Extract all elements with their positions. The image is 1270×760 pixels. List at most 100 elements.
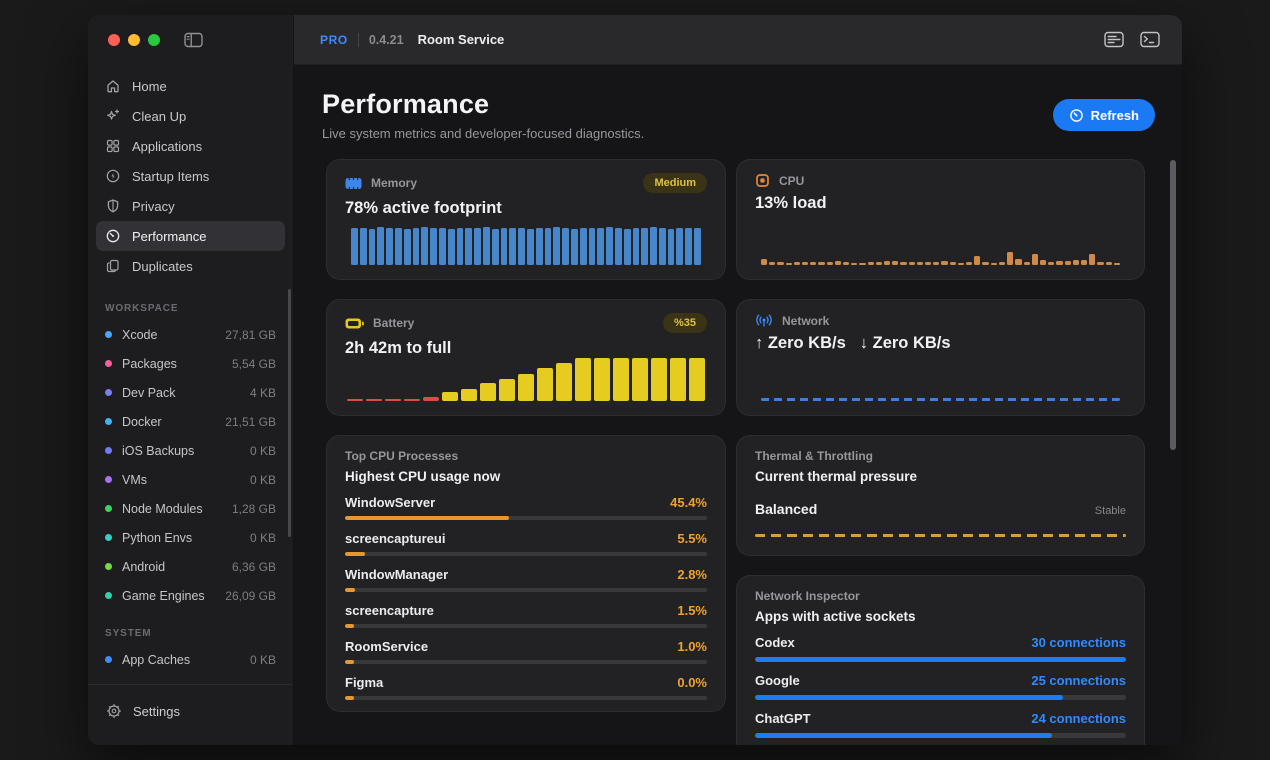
workspace-section-label: WORKSPACE: [105, 303, 179, 314]
workspace-item-xcode[interactable]: Xcode 27,81 GB: [96, 320, 285, 349]
system-item-app-caches[interactable]: App Caches 0 KB: [96, 645, 285, 674]
version-label: 0.4.21: [368, 32, 404, 47]
workspace-item-size: 0 KB: [249, 530, 276, 545]
sidebar-item-clean-up[interactable]: Clean Up: [96, 101, 285, 131]
workspace-item-size: 6,36 GB: [231, 559, 276, 574]
terminal-icon[interactable]: [1140, 31, 1160, 48]
process-value: 1.5%: [677, 603, 707, 618]
nav-label: Home: [132, 78, 167, 94]
log-panel-icon[interactable]: [1104, 31, 1124, 48]
workspace-item-size: 21,51 GB: [225, 414, 276, 429]
workspace-item-node-modules[interactable]: Node Modules 1,28 GB: [96, 494, 285, 523]
workspace-item-android[interactable]: Android 6,36 GB: [96, 552, 285, 581]
progress-fill: [755, 657, 1126, 662]
card-label: Network: [782, 313, 830, 328]
card-label: Memory: [371, 176, 418, 190]
minimize-traffic-light[interactable]: [128, 34, 140, 46]
thermal-state-row: Balanced Stable: [755, 501, 1126, 517]
process-name: RoomService: [345, 639, 429, 654]
workspace-item-vms[interactable]: VMs 0 KB: [96, 465, 285, 494]
progress-fill: [345, 552, 365, 556]
process-name: WindowServer: [345, 495, 436, 510]
workspace-item-name: Node Modules: [122, 501, 203, 516]
progress-track: [345, 624, 707, 628]
workspace-item-name: Docker: [122, 414, 162, 429]
workspace-item-ios-backups[interactable]: iOS Backups 0 KB: [96, 436, 285, 465]
workspace-item-size: 0 KB: [249, 443, 276, 458]
network-upload: ↑ Zero KB/s: [755, 334, 846, 352]
process-value: 1.0%: [677, 639, 707, 654]
memory-bar-chart: [345, 227, 707, 265]
card-label: Battery: [373, 316, 415, 330]
card-subtitle: Current thermal pressure: [755, 469, 918, 484]
pro-badge: PRO: [320, 32, 348, 47]
network-inspector-card: Network Inspector Apps with active socke…: [736, 575, 1145, 745]
card-subtitle: Highest CPU usage now: [345, 469, 501, 484]
color-dot: [105, 447, 112, 454]
workspace-item-name: Dev Pack: [122, 385, 176, 400]
top-cpu-processes-card: Top CPU Processes Highest CPU usage now …: [326, 435, 726, 712]
gauge-icon: [106, 229, 120, 243]
main-scrollbar[interactable]: [1170, 160, 1176, 450]
workspace-item-packages[interactable]: Packages 5,54 GB: [96, 349, 285, 378]
progress-track: [755, 657, 1126, 662]
workspace-list: Xcode 27,81 GB Packages 5,54 GB Dev Pack 4 …: [88, 314, 293, 610]
workspace-item-python-envs[interactable]: Python Envs 0 KB: [96, 523, 285, 552]
nav-label: Privacy: [132, 198, 175, 214]
progress-fill: [345, 588, 356, 592]
shield-icon: [107, 199, 119, 213]
memory-chip-icon: [345, 177, 362, 189]
process-value: 0.0%: [677, 675, 707, 690]
cpu-card: CPU 13% load: [736, 159, 1145, 280]
sidebar-item-duplicates[interactable]: Duplicates: [96, 251, 285, 281]
system-list: App Caches 0 KB: [88, 639, 293, 674]
workspace-item-game-engines[interactable]: Game Engines 26,09 GB: [96, 581, 285, 610]
settings-label: Settings: [133, 703, 180, 719]
page-header-text: Performance Live system metrics and deve…: [322, 89, 644, 141]
sidebar-scrollbar[interactable]: [288, 289, 291, 537]
color-dot: [105, 563, 112, 570]
refresh-button[interactable]: Refresh: [1052, 99, 1155, 131]
sidebar-item-privacy[interactable]: Privacy: [96, 191, 285, 221]
home-icon: [107, 80, 119, 93]
workspace-item-size: 4 KB: [249, 385, 276, 400]
workspace-item-name: Android: [122, 559, 166, 574]
sidebar-footer: Settings: [88, 684, 293, 745]
color-dot: [105, 360, 112, 367]
close-traffic-light[interactable]: [108, 34, 120, 46]
workspace-item-dev-pack[interactable]: Dev Pack 4 KB: [96, 378, 285, 407]
process-name: Figma: [345, 675, 384, 690]
socket-row: ChatGPT 24 connections: [755, 711, 1126, 738]
sidebar-item-applications[interactable]: Applications: [96, 131, 285, 161]
sidebar-item-settings[interactable]: Settings: [96, 693, 285, 729]
battery-icon: [345, 318, 364, 328]
sidebar-item-home[interactable]: Home: [96, 71, 285, 101]
refresh-label: Refresh: [1090, 107, 1139, 123]
network-flatline-chart: [761, 398, 1120, 401]
memory-value: 78% active footprint: [345, 199, 502, 217]
color-dot: [105, 389, 112, 396]
cpu-value: 13% load: [755, 194, 827, 212]
sidebar-item-performance[interactable]: Performance: [96, 221, 285, 251]
progress-fill: [345, 624, 354, 628]
thermal-flatline-chart: [755, 534, 1126, 537]
process-row: screencapture 1.5%: [345, 603, 707, 628]
sidebar-toggle-icon[interactable]: [184, 32, 203, 48]
workspace-item-docker[interactable]: Docker 21,51 GB: [96, 407, 285, 436]
workspace-item-name: Xcode: [122, 327, 158, 342]
nav-label: Startup Items: [132, 168, 210, 184]
network-value: ↑ Zero KB/s ↓ Zero KB/s: [755, 334, 1126, 353]
progress-track: [345, 552, 707, 556]
main-content: Performance Live system metrics and deve…: [294, 65, 1182, 745]
process-row: screencaptureui 5.5%: [345, 531, 707, 556]
zoom-traffic-light[interactable]: [148, 34, 160, 46]
process-row: RoomService 1.0%: [345, 639, 707, 664]
sidebar-item-startup-items[interactable]: Startup Items: [96, 161, 285, 191]
battery-percent-badge: %35: [662, 313, 707, 333]
bolt-circle-icon: [106, 169, 120, 183]
color-dot: [105, 592, 112, 599]
app-name: Codex: [755, 635, 795, 650]
battery-value: 2h 42m to full: [345, 339, 452, 357]
cpu-chip-icon: [756, 174, 769, 187]
system-item-size: 0 KB: [249, 652, 276, 667]
